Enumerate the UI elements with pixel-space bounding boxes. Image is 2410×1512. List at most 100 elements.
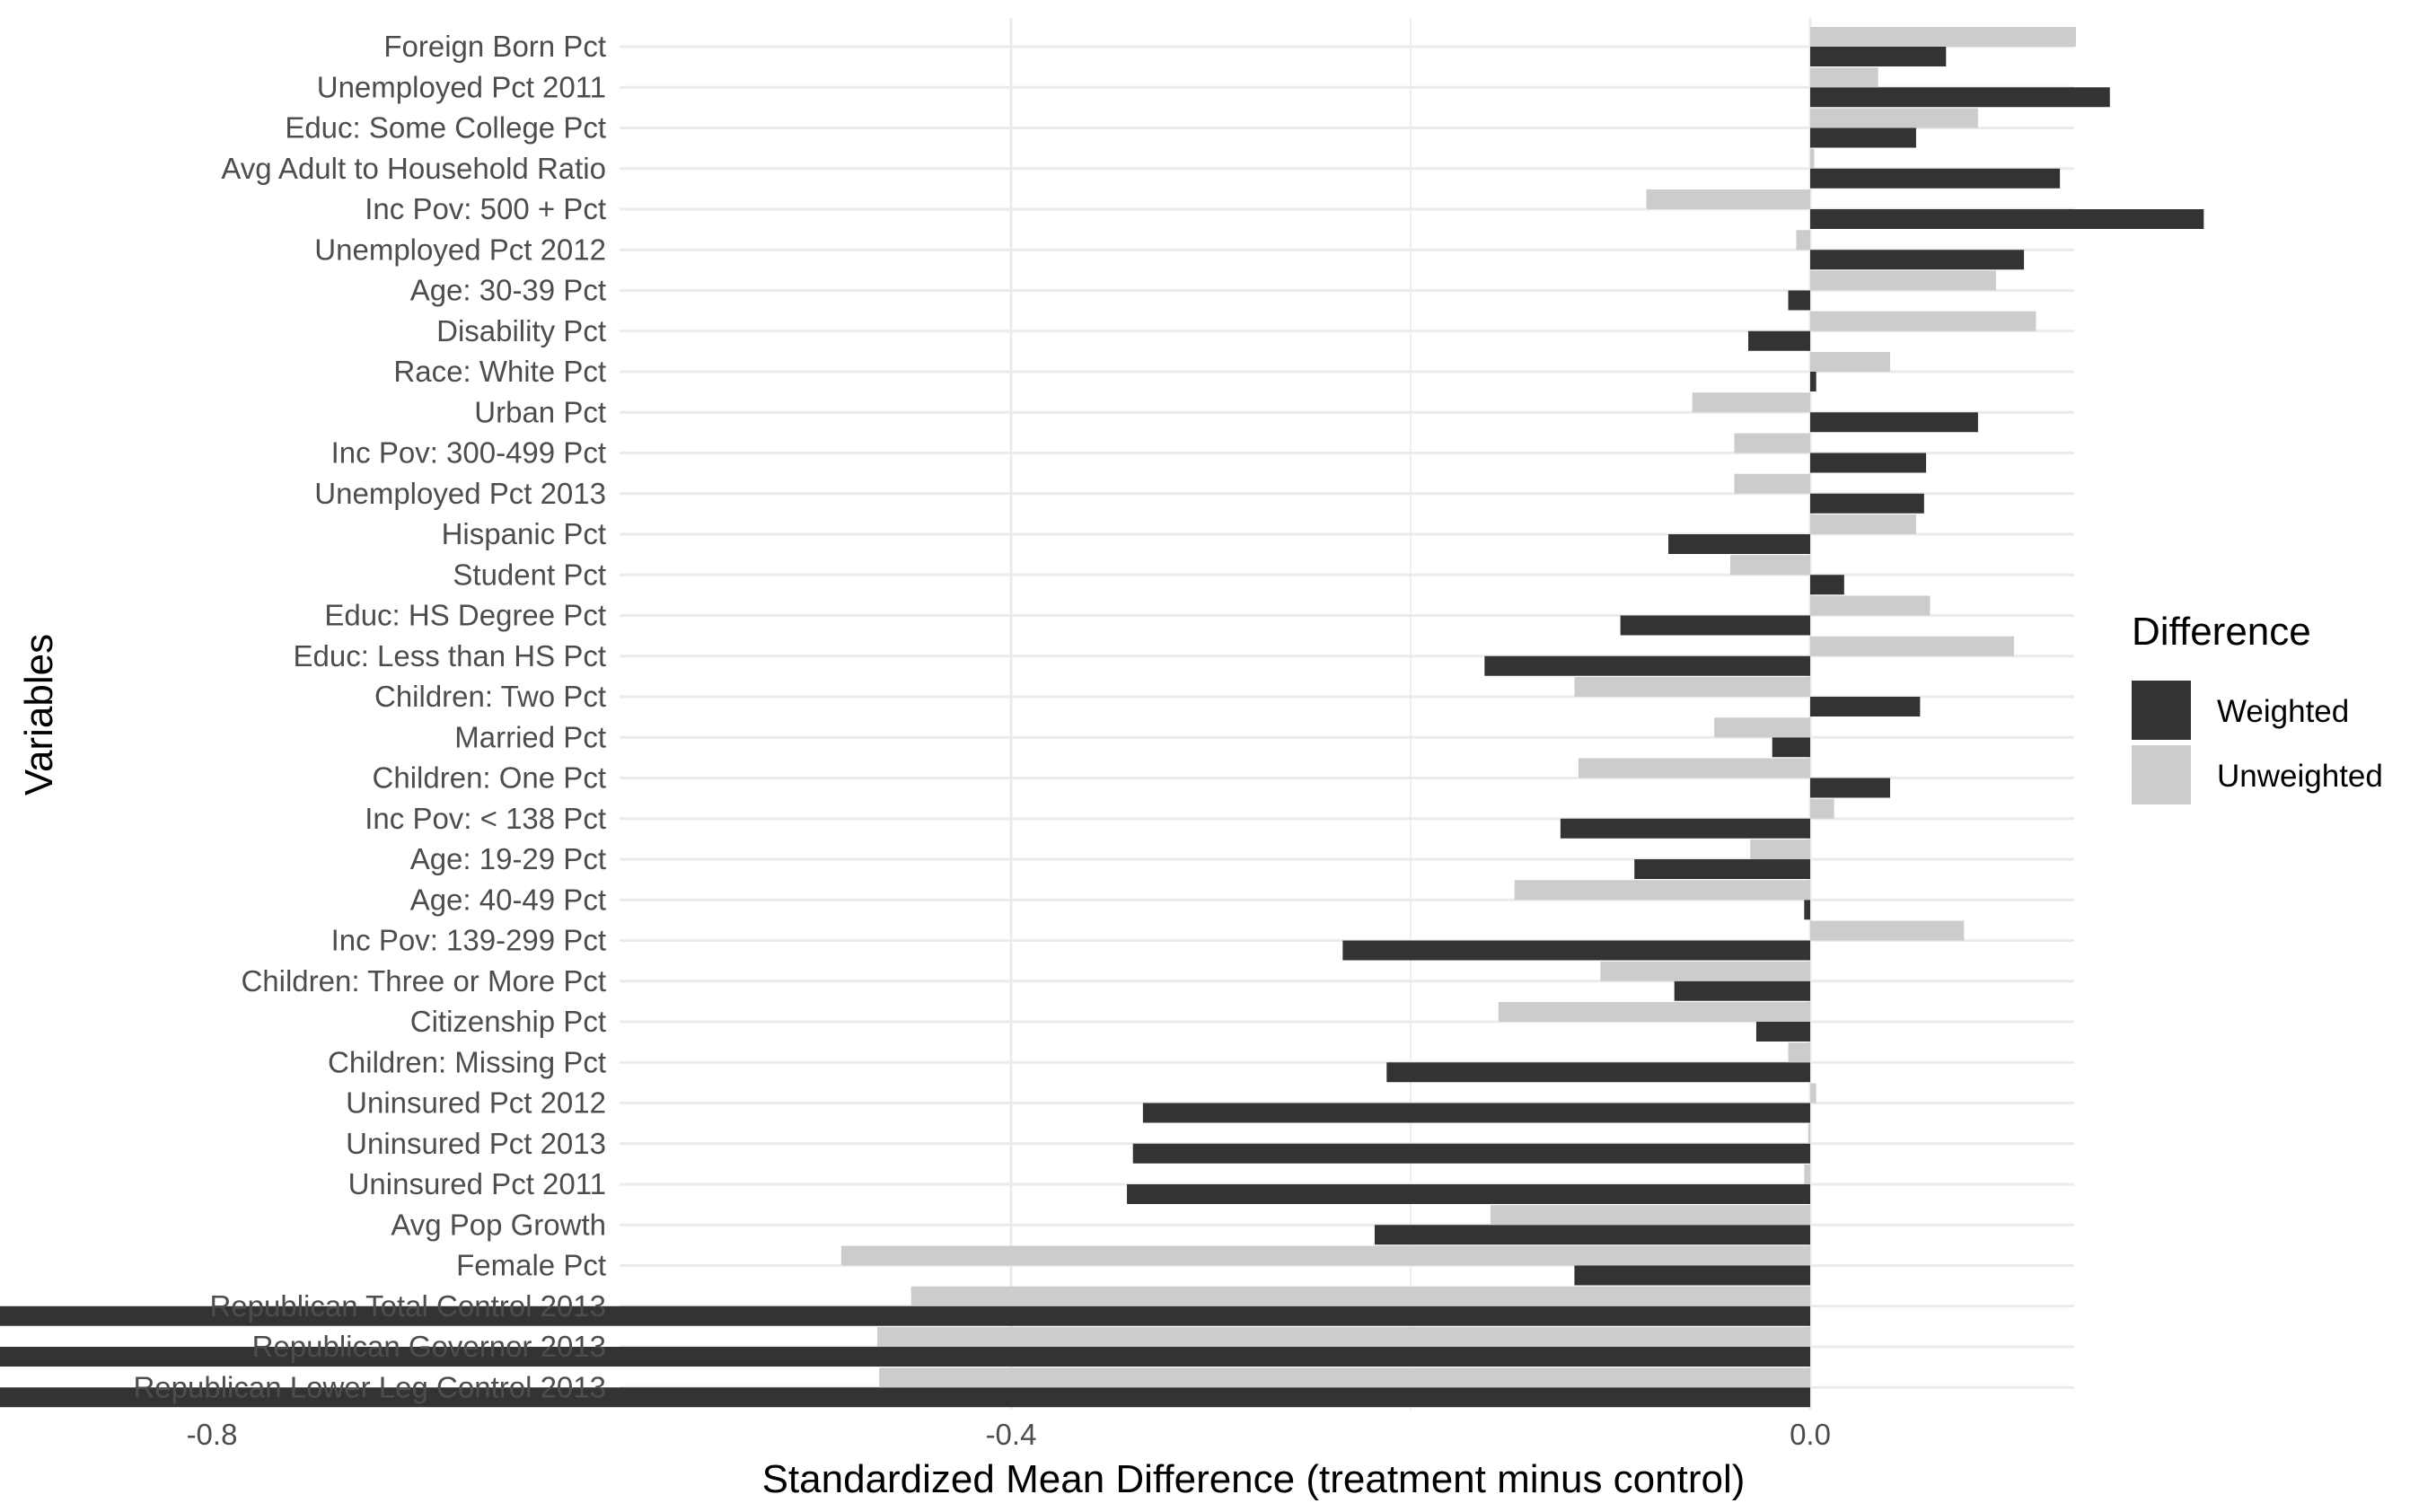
bar-weighted bbox=[1810, 168, 2061, 189]
y-tick-label: Age: 30-39 Pct bbox=[410, 274, 606, 307]
y-tick-label: Educ: Less than HS Pct bbox=[293, 639, 606, 672]
bar-unweighted bbox=[1810, 67, 1878, 88]
bar-weighted bbox=[1668, 534, 1810, 554]
bar-weighted bbox=[1810, 127, 1916, 148]
x-tick-label: -0.8 bbox=[187, 1418, 238, 1451]
y-tick-label: Republican Governor 2013 bbox=[252, 1330, 606, 1363]
bar-unweighted bbox=[1810, 27, 2076, 47]
y-tick-label: Inc Pov: 139-299 Pct bbox=[331, 924, 606, 957]
bar-weighted bbox=[1810, 47, 1947, 66]
bar-unweighted bbox=[1808, 1123, 1810, 1144]
bar-weighted bbox=[1142, 1103, 1810, 1123]
bar-unweighted bbox=[1574, 677, 1810, 697]
y-tick-label: Citizenship Pct bbox=[410, 1005, 606, 1038]
legend-swatch-weighted bbox=[2132, 681, 2191, 740]
bar-weighted bbox=[1560, 818, 1810, 839]
bar-unweighted bbox=[1714, 717, 1810, 738]
y-tick-label: Female Pct bbox=[456, 1249, 606, 1282]
bar-weighted bbox=[1634, 859, 1810, 879]
bar-unweighted bbox=[1514, 880, 1810, 901]
bar-unweighted bbox=[1491, 1205, 1810, 1226]
bar-weighted bbox=[1804, 900, 1810, 920]
bar-weighted bbox=[1772, 737, 1810, 758]
bar-weighted bbox=[1374, 1225, 1810, 1245]
x-tick-label: -0.4 bbox=[986, 1418, 1037, 1451]
bar-weighted bbox=[1810, 209, 2204, 229]
bars bbox=[0, 27, 2204, 1408]
bar-unweighted bbox=[1810, 108, 1978, 128]
bar-unweighted bbox=[1734, 433, 1810, 453]
y-tick-label: Inc Pov: 500 + Pct bbox=[365, 192, 606, 225]
bar-weighted bbox=[1484, 655, 1810, 676]
y-tick-labels: Foreign Born Pct Unemployed Pct 2011 Educ:… bbox=[133, 30, 606, 1403]
y-tick-label: Republican Lower Leg Control 2013 bbox=[133, 1370, 606, 1403]
x-tick-labels: -0.8 -0.4 0.0 bbox=[187, 1418, 1831, 1451]
y-tick-label: Avg Pop Growth bbox=[391, 1208, 606, 1241]
legend-label-unweighted: Unweighted bbox=[2217, 759, 2383, 794]
y-tick-label: Inc Pov: < 138 Pct bbox=[365, 802, 606, 835]
y-tick-label: Disability Pct bbox=[436, 314, 606, 347]
bar-unweighted bbox=[1810, 1083, 1816, 1103]
y-tick-label: Unemployed Pct 2012 bbox=[314, 233, 606, 266]
legend: Difference Weighted Unweighted bbox=[2132, 610, 2383, 804]
bar-weighted bbox=[0, 1347, 1810, 1367]
bar-unweighted bbox=[1796, 230, 1810, 251]
y-tick-label: Foreign Born Pct bbox=[383, 30, 606, 63]
y-axis-title: Variables bbox=[17, 634, 61, 796]
x-axis-title: Standardized Mean Difference (treatment … bbox=[762, 1457, 1746, 1501]
y-tick-label: Student Pct bbox=[453, 558, 606, 591]
y-tick-label: Unemployed Pct 2013 bbox=[314, 477, 606, 510]
bar-weighted bbox=[1748, 330, 1810, 351]
y-tick-label: Uninsured Pct 2011 bbox=[348, 1167, 606, 1200]
y-tick-label: Children: One Pct bbox=[373, 761, 606, 795]
bar-weighted bbox=[1810, 412, 1978, 433]
y-tick-label: Married Pct bbox=[454, 720, 606, 753]
y-tick-label: Republican Total Control 2013 bbox=[209, 1289, 606, 1323]
y-tick-label: Uninsured Pct 2013 bbox=[346, 1127, 606, 1160]
bar-unweighted bbox=[910, 1286, 1810, 1306]
bar-weighted bbox=[1810, 87, 2110, 108]
bar-weighted bbox=[1386, 1062, 1810, 1083]
bar-unweighted bbox=[1788, 1042, 1810, 1063]
bar-unweighted bbox=[1810, 514, 1916, 534]
x-tick-label: 0.0 bbox=[1790, 1418, 1831, 1451]
bar-unweighted bbox=[1810, 636, 2014, 656]
bar-unweighted bbox=[1810, 270, 1996, 291]
bar-unweighted bbox=[1646, 189, 1810, 209]
bar-weighted bbox=[0, 1387, 1810, 1408]
bar-weighted bbox=[1810, 453, 1927, 473]
y-tick-label: Children: Two Pct bbox=[374, 680, 606, 713]
bar-unweighted bbox=[1804, 1165, 1810, 1184]
legend-swatch-unweighted bbox=[2132, 745, 2191, 804]
bar-unweighted bbox=[1810, 311, 2036, 331]
y-tick-label: Age: 40-49 Pct bbox=[410, 883, 606, 916]
bar-unweighted bbox=[1730, 555, 1810, 576]
legend-title: Difference bbox=[2132, 610, 2311, 654]
y-tick-label: Avg Adult to Household Ratio bbox=[221, 152, 606, 185]
bar-unweighted bbox=[1734, 473, 1810, 494]
bar-unweighted bbox=[840, 1245, 1810, 1266]
bar-weighted bbox=[1810, 493, 1924, 514]
y-tick-label: Uninsured Pct 2012 bbox=[346, 1086, 606, 1120]
bar-weighted bbox=[1810, 697, 1921, 716]
y-tick-label: Hispanic Pct bbox=[442, 517, 606, 550]
bar-unweighted bbox=[1498, 1002, 1810, 1022]
y-tick-label: Inc Pov: 300-499 Pct bbox=[331, 436, 606, 470]
bar-weighted bbox=[1574, 1265, 1810, 1286]
bar-unweighted bbox=[1578, 758, 1810, 778]
y-tick-label: Children: Missing Pct bbox=[328, 1045, 606, 1078]
bar-weighted bbox=[1810, 372, 1816, 391]
bar-unweighted bbox=[1600, 961, 1810, 981]
bar-unweighted bbox=[1810, 595, 1931, 616]
bar-weighted bbox=[1342, 940, 1810, 961]
y-tick-label: Race: White Pct bbox=[393, 355, 606, 388]
bar-weighted bbox=[1132, 1143, 1810, 1164]
y-tick-label: Children: Three or More Pct bbox=[241, 964, 606, 998]
bar-weighted bbox=[1620, 615, 1810, 636]
bar-unweighted bbox=[1810, 798, 1834, 819]
bar-unweighted bbox=[1810, 920, 1965, 941]
bar-weighted bbox=[1755, 1022, 1810, 1042]
bar-unweighted bbox=[879, 1367, 1810, 1388]
bar-weighted bbox=[1810, 250, 2025, 270]
